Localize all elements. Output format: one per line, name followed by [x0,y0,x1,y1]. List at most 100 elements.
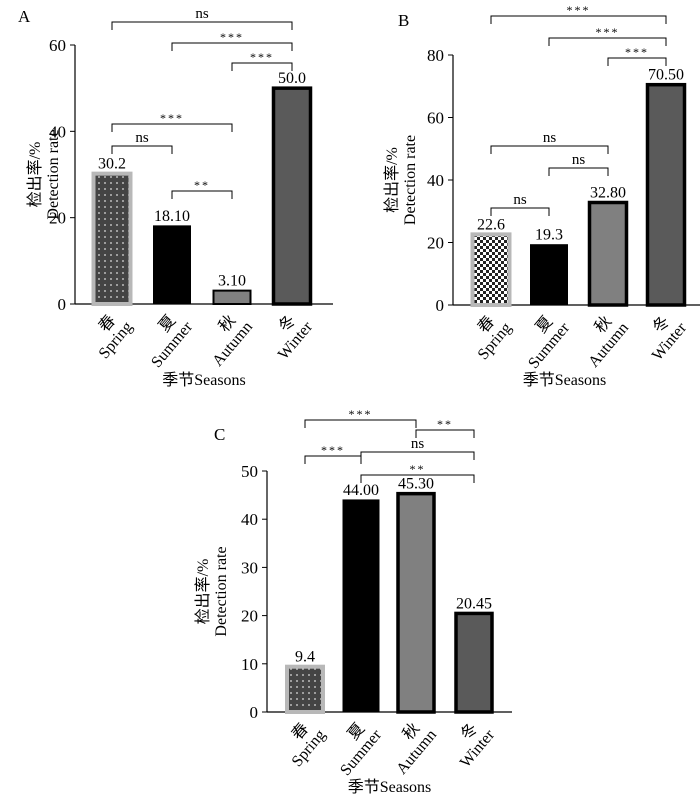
significance-label: *** [250,50,274,64]
significance-label: ns [411,436,425,452]
bar-autumn [212,289,252,306]
panel-b: B 0 20 40 60 80 检出率/% Detection rate 22.6 春Spring… [383,3,700,389]
y-tick-label: 0 [58,295,67,314]
bar-spring [285,664,325,715]
data-label: 32.80 [590,185,626,202]
y-axis-label-en: Detection rate [402,135,419,225]
significance-label: ns [195,6,209,22]
data-label: 30.2 [98,156,126,173]
significance-label: *** [596,25,620,39]
significance-bracket [360,451,475,460]
significance-bracket [548,167,609,176]
y-tick-label: 60 [427,109,444,128]
data-label: 3.10 [218,273,246,290]
bar-spring [91,171,133,306]
y-tick-label: 0 [250,703,259,722]
bar-winter [645,82,687,307]
data-label: 44.00 [343,482,379,499]
significance-bracket [415,429,475,438]
y-axis-label-en: Detection rate [213,546,230,636]
significance-bracket [360,474,475,483]
significance-bracket [111,123,233,132]
y-tick-label: 20 [49,209,66,228]
significance-bracket [231,62,293,71]
y-axis-label-en: Detection rate [45,129,62,219]
significance-label: *** [321,443,345,457]
x-axis-label: 季节Seasons [523,371,607,389]
y-tick-label: 30 [241,558,258,577]
significance-bracket [171,190,233,199]
significance-label: ** [194,178,210,192]
y-axis-label-cn: 检出率/% [26,142,44,208]
data-label: 18.10 [154,208,190,225]
significance-bracket [111,145,173,154]
y-tick-label: 40 [49,122,66,141]
y-tick-label: 20 [427,234,444,253]
x-axis-label: 季节Seasons [162,371,246,389]
bar-autumn [396,491,436,714]
bar-summer [153,225,191,305]
y-tick-label: 60 [49,36,66,55]
significance-bracket [490,15,667,24]
significance-bracket [490,207,550,216]
significance-bracket [490,145,609,154]
y-tick-label: 40 [427,171,444,190]
data-label: 22.6 [477,216,505,233]
panel-label: B [398,11,409,30]
y-tick-label: 80 [427,46,444,65]
significance-label: ** [410,462,426,476]
y-tick-label: 10 [241,655,258,674]
significance-bracket [171,42,293,51]
significance-bracket [304,455,362,464]
significance-label: ns [513,192,527,208]
significance-bracket [304,419,417,428]
significance-label: *** [567,3,591,17]
panel-label: A [18,7,31,26]
y-axis-label-cn: 检出率/% [194,559,212,625]
x-axis-label: 季节Seasons [348,778,432,796]
y-axis-label-cn: 检出率/% [383,147,401,213]
data-label: 20.45 [456,595,492,612]
significance-label: ns [543,130,557,146]
significance-label: *** [160,111,184,125]
y-tick-label: 40 [241,510,258,529]
bar-winter [454,611,494,714]
data-label: 19.3 [535,227,563,244]
bar-summer [342,499,380,713]
significance-label: *** [220,30,244,44]
data-label: 45.30 [398,476,434,493]
significance-label: *** [625,45,649,59]
panel-c: C 0 10 20 30 40 50 检出率/% Detection rate 9.4 春Sprin… [194,407,512,796]
significance-label: ** [437,417,453,431]
y-tick-label: 50 [241,462,258,481]
panel-label: C [214,425,225,444]
significance-bracket [111,21,293,30]
data-label: 9.4 [295,649,315,666]
bar-autumn [587,200,629,307]
significance-label: ns [572,152,586,168]
significance-bracket [548,37,667,46]
bar-summer [530,244,568,306]
bar-spring [470,232,512,307]
significance-label: *** [349,407,373,421]
data-label: 70.50 [648,67,684,84]
y-tick-label: 0 [436,296,445,315]
significance-label: ns [135,130,149,146]
significance-bracket [607,57,667,66]
bar-winter [271,86,313,306]
